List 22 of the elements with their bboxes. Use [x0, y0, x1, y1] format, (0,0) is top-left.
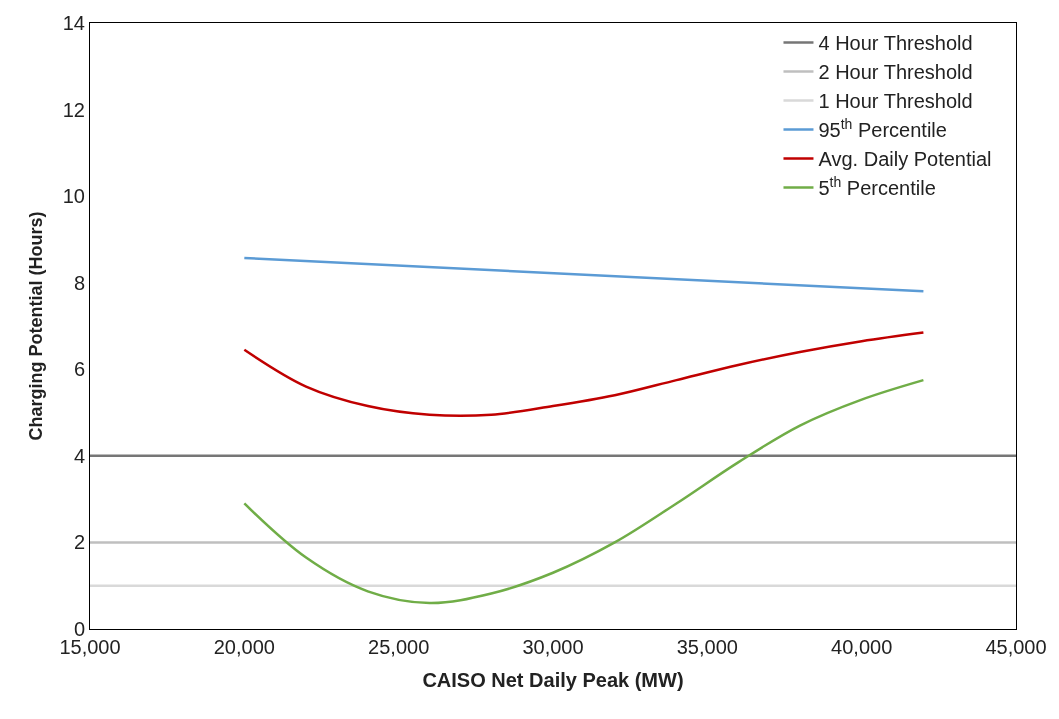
y-tick-label: 4 [73, 444, 85, 467]
y-tick-label: 2 [73, 531, 85, 554]
y-axis-title: Charging Potential (Hours) [25, 211, 46, 441]
line-series [243, 378, 925, 605]
x-tick-label: 30,000 [522, 636, 584, 658]
y-tick-label: 12 [62, 98, 85, 121]
y-tick-label: 6 [73, 358, 85, 381]
x-tick-label: 45,000 [985, 636, 1047, 658]
x-tick-label: 25,000 [368, 636, 430, 658]
legend-label: 5$^{th}$ Percentile [818, 173, 936, 200]
y-tick-label: 14 [62, 12, 85, 34]
legend-label: Avg. Daily Potential [818, 148, 992, 171]
x-tick-label: 20,000 [213, 636, 275, 658]
y-tick-label: 10 [62, 185, 85, 208]
legend-label: 4 Hour Threshold [818, 32, 973, 55]
x-tick-label: 40,000 [831, 636, 893, 658]
legend-label: 2 Hour Threshold [818, 61, 973, 84]
x-axis-title: CAISO Net Daily Peak (MW) [422, 668, 684, 691]
y-tick-label: 8 [73, 271, 85, 294]
x-tick-label: 35,000 [676, 636, 738, 658]
legend-label: 95$^{th}$ Percentile [818, 115, 947, 142]
legend-label: 1 Hour Threshold [818, 90, 973, 113]
